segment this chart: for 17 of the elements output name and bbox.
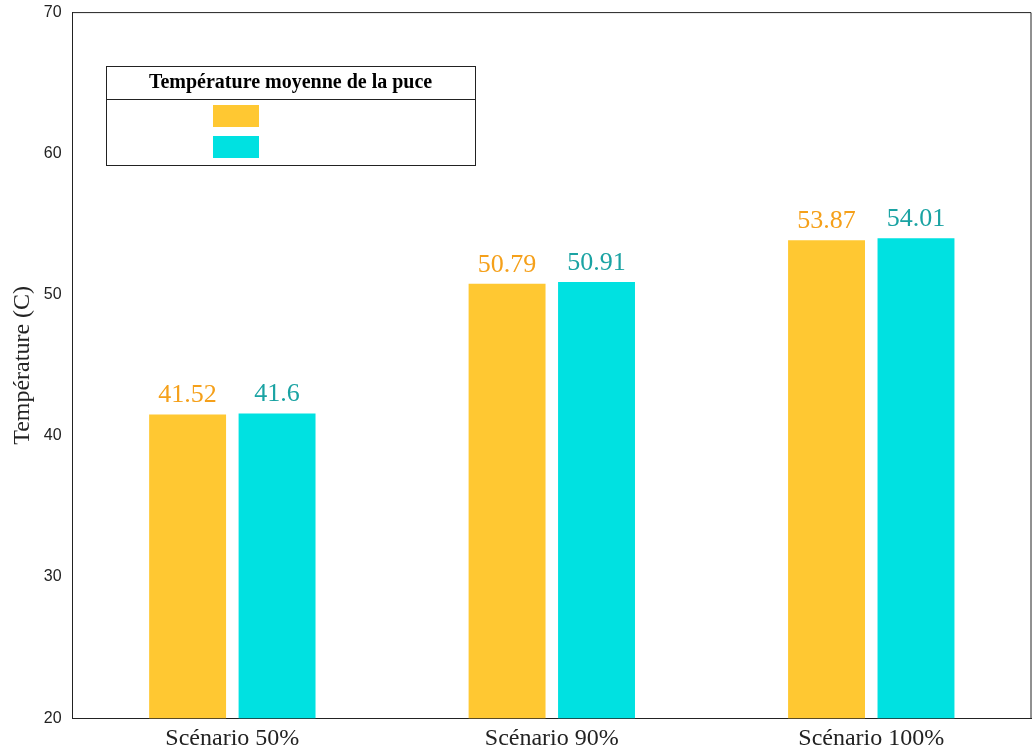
- y-tick-label: 50: [43, 285, 62, 303]
- x-tick-label: Scénario 50%: [165, 723, 300, 750]
- legend-title: Température moyenne de la puce: [148, 69, 433, 93]
- y-tick-label: 20: [43, 708, 62, 726]
- y-tick-label: 70: [43, 3, 62, 21]
- y-tick-label: 60: [43, 144, 62, 162]
- y-tick-label: 40: [43, 426, 62, 444]
- data-label: 50.79: [477, 248, 537, 278]
- data-label: 54.01: [886, 203, 946, 233]
- x-tick-label: Scénario 100%: [798, 723, 945, 750]
- data-label: 53.87: [797, 205, 856, 235]
- data-label: 41.6: [254, 378, 300, 408]
- data-label: 50.91: [567, 246, 626, 276]
- data-label: 41.52: [158, 379, 217, 409]
- y-axis-title: Température (C): [7, 285, 34, 445]
- x-tick-label: Scénario 90%: [484, 723, 619, 750]
- y-tick-label: 30: [43, 567, 62, 585]
